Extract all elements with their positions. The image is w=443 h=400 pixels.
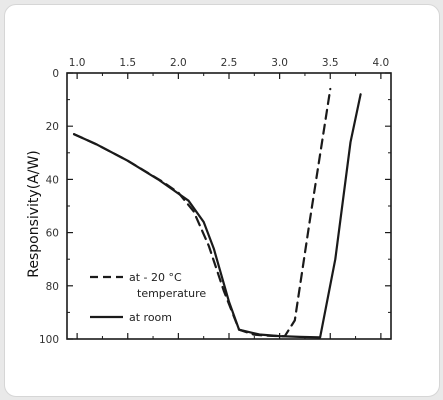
x-tick-label: 4.0	[373, 57, 390, 69]
legend-label-solid-line2: at room	[129, 311, 172, 324]
y-tick-label: 40	[46, 174, 59, 186]
legend-label-solid-line1: temperature	[137, 287, 206, 300]
series-line-dashed	[73, 87, 332, 338]
y-axis-label: Responsivity(A/W)	[26, 150, 42, 278]
x-tick-label: 2.5	[221, 57, 238, 69]
x-tick-label: 3.0	[271, 57, 288, 69]
x-tick-label: 1.0	[69, 57, 86, 69]
plot-area: 1.0 1.5 2.0 2.5 3.0 3.5 4.0 0 20 40 60 80 100 Respons…	[26, 57, 392, 346]
y-tick-label: 60	[46, 228, 59, 240]
legend-label-dashed: at - 20 °C	[129, 271, 182, 284]
legend: at - 20 °C temperature at room	[90, 271, 206, 324]
y-tick-label: 20	[46, 121, 59, 133]
y-tick-label: 80	[46, 281, 59, 293]
responsivity-chart: 1.0 1.5 2.0 2.5 3.0 3.5 4.0 0 20 40 60 80 100 Respons…	[26, 57, 392, 346]
x-tick-label: 2.0	[170, 57, 187, 69]
y-tick-label: 100	[39, 334, 59, 346]
figure-card: 1.0 1.5 2.0 2.5 3.0 3.5 4.0 0 20 40 60 80 100 Respons…	[4, 4, 440, 397]
x-tick-label: 3.5	[322, 57, 339, 69]
y-tick-label: 0	[52, 68, 59, 80]
x-tick-label: 1.5	[119, 57, 136, 69]
series-line-solid	[73, 93, 362, 339]
